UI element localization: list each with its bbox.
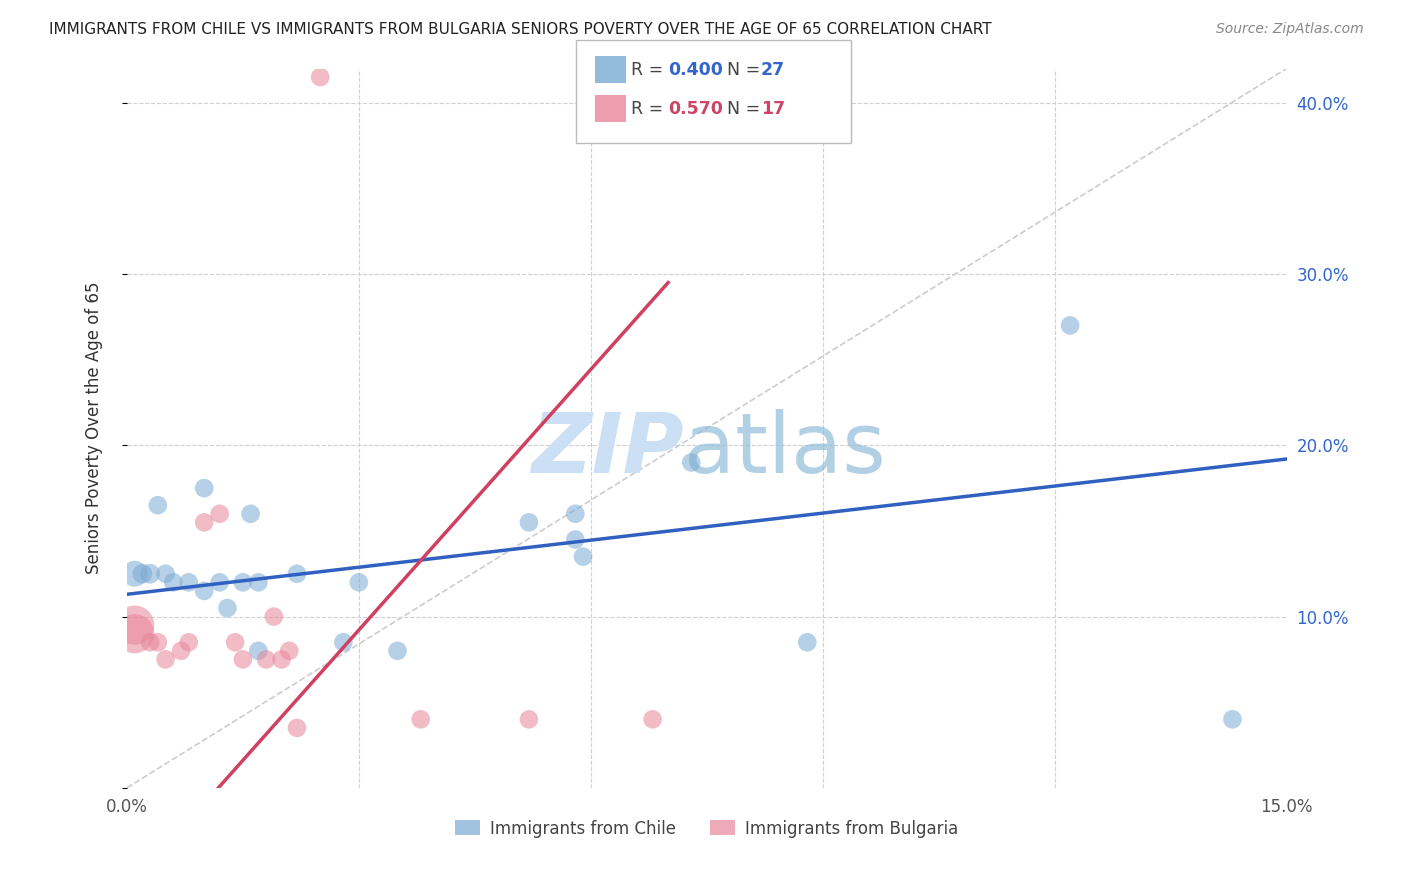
Point bbox=[641, 712, 664, 726]
Point bbox=[193, 583, 215, 598]
Point bbox=[232, 652, 254, 666]
Point bbox=[193, 481, 215, 495]
Point bbox=[177, 575, 200, 590]
Point bbox=[208, 507, 231, 521]
Point bbox=[146, 635, 169, 649]
Point bbox=[217, 601, 239, 615]
Text: R =: R = bbox=[631, 100, 669, 118]
Point bbox=[517, 516, 540, 530]
Point bbox=[278, 644, 301, 658]
Point bbox=[564, 533, 586, 547]
Point bbox=[285, 721, 308, 735]
Point bbox=[1222, 712, 1244, 726]
Text: IMMIGRANTS FROM CHILE VS IMMIGRANTS FROM BULGARIA SENIORS POVERTY OVER THE AGE O: IMMIGRANTS FROM CHILE VS IMMIGRANTS FROM… bbox=[49, 22, 991, 37]
Point bbox=[247, 644, 270, 658]
Point bbox=[285, 566, 308, 581]
Point bbox=[170, 644, 193, 658]
Point bbox=[681, 455, 703, 469]
Point bbox=[177, 635, 200, 649]
Point bbox=[1059, 318, 1081, 333]
Point bbox=[139, 566, 162, 581]
Point bbox=[263, 609, 285, 624]
Point bbox=[332, 635, 354, 649]
Point bbox=[139, 635, 162, 649]
Text: 0.570: 0.570 bbox=[668, 100, 723, 118]
Text: ZIP: ZIP bbox=[531, 409, 683, 491]
Point bbox=[309, 70, 332, 84]
Point bbox=[224, 635, 246, 649]
Point bbox=[347, 575, 370, 590]
Point bbox=[387, 644, 409, 658]
Text: R =: R = bbox=[631, 61, 669, 78]
Point bbox=[162, 575, 184, 590]
Point bbox=[124, 618, 146, 632]
Point bbox=[270, 652, 292, 666]
Text: N =: N = bbox=[727, 61, 766, 78]
Text: 27: 27 bbox=[761, 61, 785, 78]
Point bbox=[239, 507, 262, 521]
Text: N =: N = bbox=[727, 100, 766, 118]
Point bbox=[232, 575, 254, 590]
Point bbox=[564, 507, 586, 521]
Text: 0.400: 0.400 bbox=[668, 61, 723, 78]
Point bbox=[247, 575, 270, 590]
Point bbox=[409, 712, 432, 726]
Point bbox=[155, 652, 177, 666]
Text: atlas: atlas bbox=[683, 409, 886, 491]
Text: Source: ZipAtlas.com: Source: ZipAtlas.com bbox=[1216, 22, 1364, 37]
Point bbox=[208, 575, 231, 590]
Point bbox=[517, 712, 540, 726]
Point bbox=[124, 626, 146, 640]
Point bbox=[193, 516, 215, 530]
Y-axis label: Seniors Poverty Over the Age of 65: Seniors Poverty Over the Age of 65 bbox=[86, 282, 103, 574]
Point bbox=[796, 635, 818, 649]
Point bbox=[146, 498, 169, 512]
Point bbox=[155, 566, 177, 581]
Legend: Immigrants from Chile, Immigrants from Bulgaria: Immigrants from Chile, Immigrants from B… bbox=[449, 813, 965, 844]
Text: 17: 17 bbox=[761, 100, 785, 118]
Point bbox=[254, 652, 277, 666]
Point bbox=[131, 566, 153, 581]
Point bbox=[572, 549, 595, 564]
Point bbox=[124, 566, 146, 581]
